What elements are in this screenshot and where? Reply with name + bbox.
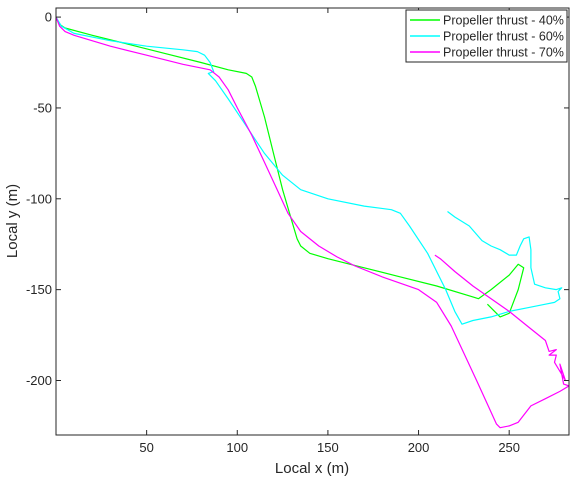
- y-tick-label: 0: [45, 10, 52, 25]
- y-tick-label: -150: [26, 282, 52, 297]
- y-axis-label: Local y (m): [4, 184, 21, 258]
- x-tick-label: 200: [408, 440, 430, 455]
- series-line-1: [56, 16, 525, 318]
- plot-frame: [55, 7, 570, 436]
- y-tick-label: -50: [33, 100, 52, 115]
- x-tick-label: 250: [498, 440, 520, 455]
- x-tick-label: 150: [317, 440, 339, 455]
- x-axis-label: Local x (m): [275, 460, 349, 477]
- y-axis: 0 -50 -100 -150 -200: [26, 10, 569, 388]
- legend-entry: Propeller thrust - 60%: [443, 30, 564, 44]
- x-tick-label: 50: [139, 440, 153, 455]
- y-tick-label: -200: [26, 373, 52, 388]
- y-tick-label: -100: [26, 191, 52, 206]
- plot-area: [56, 8, 569, 435]
- legend-entry: Propeller thrust - 70%: [443, 46, 564, 60]
- x-tick-label: 100: [226, 440, 248, 455]
- series-line-3: [56, 16, 569, 429]
- series-group: [56, 16, 569, 429]
- legend: Propeller thrust - 40% Propeller thrust -…: [405, 9, 568, 63]
- series-line-2: [56, 16, 563, 325]
- legend-entry: Propeller thrust - 40%: [443, 14, 564, 28]
- x-axis: 50 100 150 200 250: [139, 8, 520, 455]
